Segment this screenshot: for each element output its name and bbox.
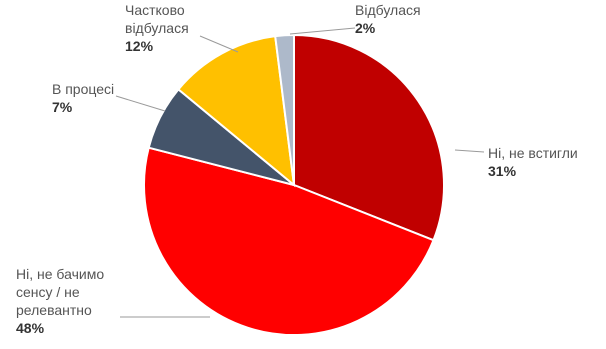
pie-slice: [177, 35, 296, 188]
slice-label: Ні, не бачимо сенсу / не релевантно 48%: [16, 266, 104, 336]
pie-slice: [293, 33, 445, 242]
slice-label-value: 12%: [125, 38, 154, 54]
slice-label: В процесі 7%: [52, 81, 114, 115]
slice-label-name: Частково: [125, 2, 185, 18]
slice-label-name: В процесі: [52, 81, 114, 97]
slice-label-name: Ні, не встигли: [488, 145, 578, 161]
leader-lines: [115, 27, 485, 318]
slice-label: Частково відбулася 12%: [125, 2, 189, 54]
leader-line: [454, 149, 485, 153]
slice-label-name: відбулася: [125, 20, 189, 36]
slice-label-name: сенсу / не: [16, 284, 80, 300]
slice-label-value: 2%: [355, 20, 376, 36]
pie-slice: [274, 33, 295, 186]
slice-label: Ні, не встигли 31%: [488, 145, 578, 179]
slice-label: Відбулася 2%: [355, 2, 421, 36]
leader-line: [115, 95, 166, 112]
slice-label-value: 7%: [52, 99, 73, 115]
leader-line: [289, 27, 356, 35]
slice-label-name: Відбулася: [355, 2, 421, 18]
pie-slices: [143, 33, 445, 337]
slice-label-name: Ні, не бачимо: [16, 266, 104, 282]
slice-label-value: 31%: [488, 163, 517, 179]
leader-line: [199, 35, 239, 53]
slice-label-name: релевантно: [16, 302, 92, 318]
slice-label-value: 48%: [16, 320, 45, 336]
pie-slice: [143, 146, 435, 337]
slice-labels: Ні, не встигли 31% Ні, не бачимо сенсу / не…: [16, 2, 578, 336]
